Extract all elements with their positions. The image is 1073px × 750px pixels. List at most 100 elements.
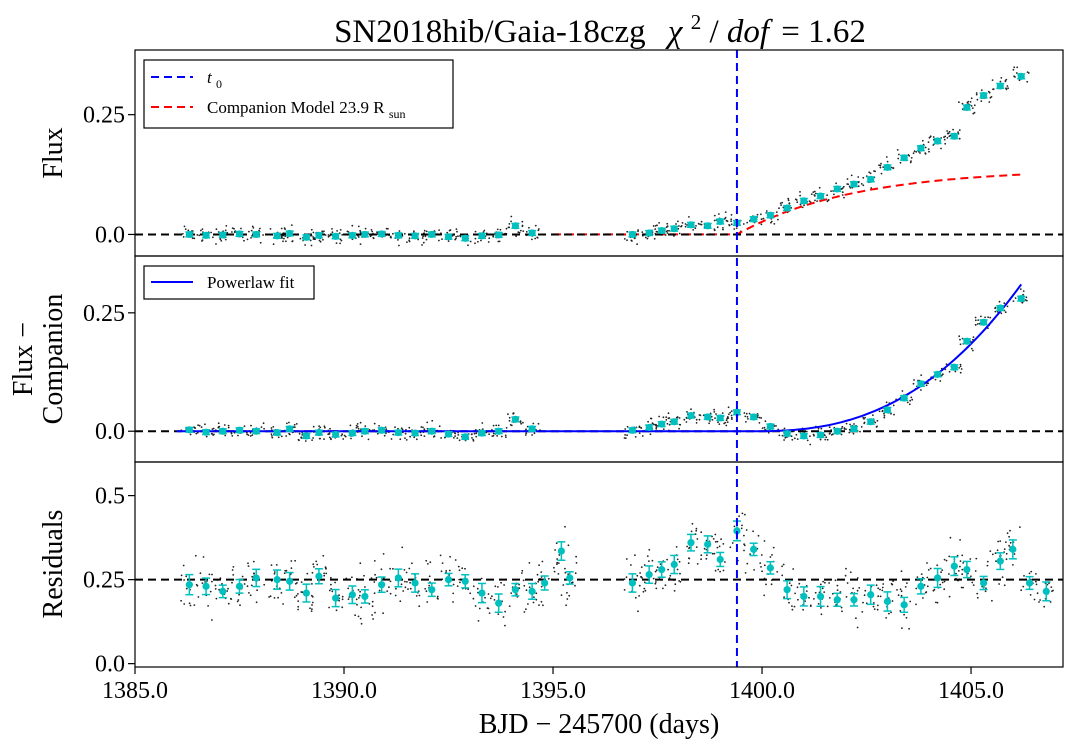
raw-point [904, 586, 907, 588]
raw-point [927, 141, 930, 144]
raw-point [716, 546, 719, 549]
raw-point [700, 554, 703, 557]
raw-point [849, 571, 852, 574]
raw-point [285, 435, 288, 437]
raw-point [280, 435, 283, 438]
raw-point [928, 150, 930, 153]
raw-point [888, 612, 890, 615]
raw-point [492, 235, 495, 238]
raw-point [1004, 311, 1007, 314]
raw-point [338, 599, 340, 602]
raw-point [639, 572, 641, 574]
raw-point [967, 100, 970, 103]
raw-point [285, 240, 287, 243]
raw-point [311, 604, 313, 606]
raw-point [828, 597, 831, 599]
raw-point [941, 374, 943, 377]
binned-point [704, 413, 712, 421]
raw-point [996, 311, 999, 313]
raw-point [525, 231, 528, 233]
raw-point [940, 147, 942, 150]
raw-point [1014, 297, 1017, 299]
raw-point [722, 227, 724, 229]
raw-point [426, 601, 429, 603]
raw-point [295, 423, 298, 425]
raw-point [528, 586, 531, 589]
raw-point [892, 167, 895, 170]
binned-point [750, 413, 758, 421]
raw-point [900, 594, 903, 597]
raw-point [454, 559, 457, 561]
binned-point [800, 197, 808, 205]
raw-point [890, 611, 892, 614]
raw-point [509, 424, 512, 426]
raw-point [626, 434, 628, 437]
raw-point [309, 607, 311, 610]
raw-point [426, 421, 429, 424]
raw-point [340, 434, 343, 437]
raw-point [474, 242, 476, 245]
raw-point [389, 580, 392, 583]
raw-point [790, 584, 793, 587]
raw-point [418, 605, 421, 608]
raw-point [522, 579, 525, 582]
raw-point [297, 600, 300, 602]
binned-point [394, 231, 402, 239]
raw-point [374, 611, 376, 614]
raw-point [252, 560, 255, 563]
raw-point [328, 432, 331, 435]
raw-point [461, 567, 464, 570]
raw-point [215, 228, 218, 231]
raw-point [850, 174, 853, 177]
raw-point [655, 581, 657, 583]
raw-point [696, 563, 699, 565]
raw-point [386, 590, 389, 592]
raw-point [293, 596, 296, 599]
raw-point [199, 572, 202, 575]
raw-point [823, 591, 826, 593]
raw-point [896, 589, 898, 591]
raw-point [859, 430, 861, 433]
raw-point [875, 584, 878, 587]
raw-point [787, 199, 790, 202]
raw-point [250, 229, 253, 232]
raw-point [987, 316, 989, 319]
raw-point [389, 567, 391, 570]
raw-point [845, 567, 847, 570]
raw-point [273, 572, 276, 575]
binned-point [816, 192, 825, 200]
binned-point [202, 428, 210, 436]
raw-point [214, 588, 217, 590]
raw-point [357, 225, 360, 228]
raw-point [975, 92, 978, 94]
raw-point [708, 422, 710, 425]
binned-point [850, 596, 858, 604]
raw-point [456, 230, 458, 233]
raw-point [666, 558, 668, 561]
binned-point [766, 564, 774, 572]
raw-point [272, 243, 275, 246]
raw-point [347, 587, 350, 590]
raw-point [877, 595, 880, 598]
raw-point [1049, 601, 1052, 603]
raw-point [646, 237, 649, 240]
raw-point [408, 240, 411, 243]
raw-point [934, 378, 937, 381]
raw-point [962, 562, 965, 564]
raw-point [395, 587, 397, 590]
raw-point [722, 228, 724, 231]
raw-point [961, 568, 964, 571]
binned-point [557, 547, 565, 555]
flux-binned-points [185, 72, 1026, 242]
raw-point [662, 428, 665, 430]
raw-point [329, 427, 331, 430]
raw-point [230, 432, 233, 435]
raw-point [733, 525, 736, 528]
raw-point [271, 435, 273, 437]
raw-point [728, 413, 730, 416]
binned-point [378, 581, 386, 589]
raw-point [341, 433, 344, 436]
raw-point [970, 97, 973, 100]
raw-point [731, 418, 733, 420]
raw-point [713, 219, 716, 222]
